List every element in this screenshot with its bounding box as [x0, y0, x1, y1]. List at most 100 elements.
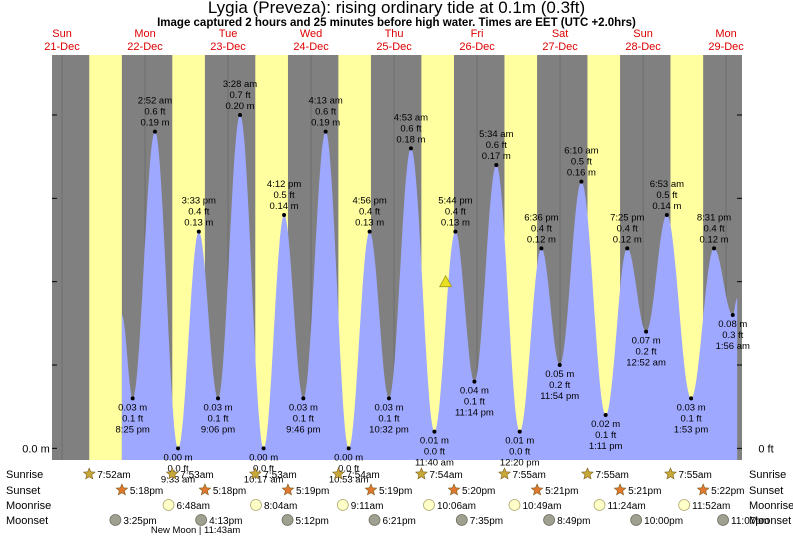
- high-tide-ft-label: 0.4 ft: [531, 223, 552, 234]
- day-date-label: 29-Dec: [708, 41, 744, 53]
- high-tide-m-label: 0.17 m: [482, 151, 511, 162]
- low-tide-ft-label: 0.1 ft: [293, 413, 314, 424]
- low-tide-time-label: 1:53 pm: [674, 424, 708, 435]
- daylight-band: [89, 55, 122, 460]
- high-tide-point: [712, 246, 717, 251]
- low-tide-point: [346, 446, 351, 451]
- high-tide-m-label: 0.12 m: [527, 234, 556, 245]
- moonset-time: 11:07pm: [731, 516, 769, 527]
- high-tide-m-label: 0.16 m: [567, 168, 596, 179]
- sunset-icon: [696, 483, 710, 496]
- sunrise-icon: [414, 467, 428, 480]
- low-tide-point: [730, 313, 735, 317]
- low-tide-time-label: 9:46 pm: [286, 424, 320, 435]
- sunrise-icon: [82, 467, 96, 480]
- sunrise-time: 7:55am: [595, 470, 628, 481]
- low-tide-point: [432, 429, 437, 434]
- high-tide-point: [539, 246, 544, 251]
- low-tide-ft-label: 0.1 ft: [681, 413, 702, 424]
- moonset-icon: [281, 514, 294, 526]
- moonset-icon: [630, 514, 643, 526]
- low-tide-point: [557, 363, 562, 367]
- high-tide-m-label: 0.13 m: [184, 218, 213, 229]
- high-tide-m-label: 0.12 m: [613, 234, 642, 245]
- high-tide-point: [664, 213, 669, 217]
- low-tide-m-label: 0.03 m: [374, 402, 403, 413]
- high-tide-time-label: 6:53 am: [650, 179, 684, 190]
- moonrise-icon: [508, 499, 521, 511]
- low-tide-time-label: 9:06 pm: [201, 424, 235, 435]
- sunrise-time: 7:53am: [180, 470, 213, 481]
- moonset-row-label-right: Moonset: [749, 515, 791, 527]
- moonset-time: 5:12pm: [296, 516, 329, 527]
- y-axis-label-m: 0.0 m: [22, 443, 50, 455]
- day-weekday-label: Mon: [715, 28, 736, 40]
- moonrise-time: 6:48am: [177, 501, 210, 512]
- low-tide-m-label: 0.04 m: [460, 386, 489, 397]
- low-tide-point: [472, 379, 477, 384]
- moonset-time: 3:25pm: [123, 516, 156, 527]
- high-tide-time-label: 6:10 am: [564, 146, 598, 157]
- high-tide-time-label: 8:31 pm: [697, 212, 731, 223]
- high-tide-ft-label: 0.4 ft: [188, 207, 209, 218]
- low-tide-point: [261, 446, 266, 451]
- low-tide-ft-label: 0.2 ft: [636, 347, 657, 358]
- high-tide-point: [625, 246, 630, 251]
- high-tide-point: [367, 229, 372, 234]
- high-tide-time-label: 4:13 am: [308, 96, 342, 107]
- high-tide-ft-label: 0.5 ft: [656, 190, 677, 201]
- high-tide-time-label: 3:28 am: [223, 79, 257, 90]
- moonset-icon: [455, 514, 468, 526]
- day-date-label: 28-Dec: [625, 41, 661, 53]
- low-tide-time-label: 11:14 pm: [455, 408, 494, 419]
- moonrise-icon: [593, 499, 606, 511]
- day-weekday-label: Fri: [471, 28, 484, 40]
- low-tide-m-label: 0.03 m: [118, 402, 147, 413]
- sunrise-icon: [248, 467, 262, 480]
- high-tide-time-label: 4:56 pm: [352, 196, 386, 207]
- low-tide-point: [644, 329, 649, 334]
- high-tide-m-label: 0.13 m: [441, 218, 470, 229]
- moonrise-time: 11:24am: [608, 501, 646, 512]
- day-date-label: 23-Dec: [210, 41, 246, 53]
- high-tide-time-label: 4:12 pm: [267, 179, 301, 190]
- sunrise-icon: [498, 467, 511, 480]
- high-tide-ft-label: 0.4 ft: [617, 223, 638, 234]
- low-tide-ft-label: 0.3 ft: [722, 330, 743, 341]
- high-tide-point: [453, 229, 458, 234]
- high-tide-ft-label: 0.4 ft: [445, 207, 466, 218]
- high-tide-ft-label: 0.4 ft: [359, 207, 380, 218]
- sunrise-time: 7:55am: [678, 470, 711, 481]
- low-tide-m-label: 0.07 m: [632, 336, 661, 347]
- low-tide-time-label: 9:33 am: [161, 474, 195, 485]
- moonset-time: 7:35pm: [470, 516, 503, 527]
- sunset-time: 5:18pm: [213, 486, 246, 497]
- low-tide-point: [301, 396, 306, 401]
- day-weekday-label: Sun: [633, 28, 653, 40]
- low-tide-m-label: 0.03 m: [677, 402, 706, 413]
- sunset-row-label-left: Sunset: [6, 485, 40, 497]
- moonrise-time: 11:52am: [692, 501, 730, 512]
- y-axis-label-ft: 0 ft: [758, 443, 773, 455]
- low-tide-m-label: 0.01 m: [505, 436, 534, 447]
- low-tide-time-label: 11:54 pm: [540, 391, 579, 402]
- sunset-icon: [198, 483, 212, 496]
- tide-area: [121, 115, 738, 460]
- high-tide-ft-label: 0.6 ft: [486, 140, 507, 151]
- sunrise-icon: [581, 467, 594, 480]
- low-tide-time-label: 10:53 am: [329, 474, 369, 485]
- sunset-icon: [115, 483, 129, 496]
- moonrise-time: 8:04am: [264, 501, 297, 512]
- day-weekday-label: Sat: [552, 28, 569, 40]
- sunrise-time: 7:54am: [346, 470, 379, 481]
- high-tide-m-label: 0.19 m: [140, 118, 169, 129]
- high-tide-point: [408, 146, 413, 151]
- low-tide-time-label: 12:20 pm: [500, 458, 540, 469]
- low-tide-ft-label: 0.1 ft: [595, 430, 616, 441]
- sunrise-icon: [331, 467, 345, 480]
- low-tide-ft-label: 0.2 ft: [549, 380, 570, 391]
- low-tide-point: [216, 396, 221, 401]
- moonset-time: 10:00pm: [644, 516, 683, 527]
- low-tide-m-label: 0.08 m: [718, 319, 747, 330]
